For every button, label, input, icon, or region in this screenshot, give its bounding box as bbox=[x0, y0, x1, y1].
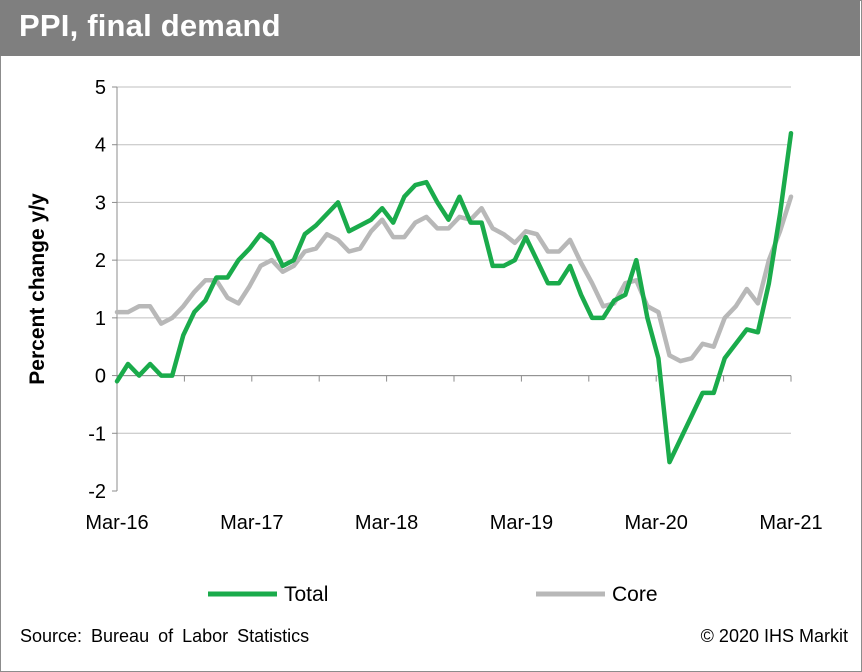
x-tick-label: Mar-21 bbox=[759, 512, 822, 534]
series-line-core bbox=[114, 194, 794, 364]
chart-title: PPI, final demand bbox=[19, 8, 281, 43]
y-tick-label: 1 bbox=[95, 308, 106, 330]
x-tick-label: Mar-20 bbox=[625, 512, 688, 534]
legend-label-total: Total bbox=[284, 583, 328, 606]
x-tick-label: Mar-18 bbox=[355, 512, 418, 534]
x-tick-label: Mar-17 bbox=[220, 512, 283, 534]
y-tick-label: 2 bbox=[95, 250, 106, 272]
y-tick-label: 0 bbox=[95, 366, 106, 388]
series-line-total bbox=[114, 130, 794, 465]
y-tick-label: 4 bbox=[95, 135, 106, 157]
y-axis-title: Percent change y/y bbox=[26, 193, 49, 385]
y-tick-label: -2 bbox=[88, 481, 106, 503]
source-note: Source: Bureau of Labor Statistics bbox=[20, 626, 310, 646]
y-tick-label: 5 bbox=[95, 77, 106, 99]
y-tick-label: 3 bbox=[95, 192, 106, 214]
x-tick-label: Mar-16 bbox=[85, 512, 148, 534]
y-tick-label: -1 bbox=[88, 423, 106, 445]
x-tick-label: Mar-19 bbox=[490, 512, 553, 534]
header-bar: PPI, final demand bbox=[0, 0, 860, 56]
legend-label-core: Core bbox=[612, 583, 658, 606]
copyright-note: © 2020 IHS Markit bbox=[700, 626, 848, 646]
